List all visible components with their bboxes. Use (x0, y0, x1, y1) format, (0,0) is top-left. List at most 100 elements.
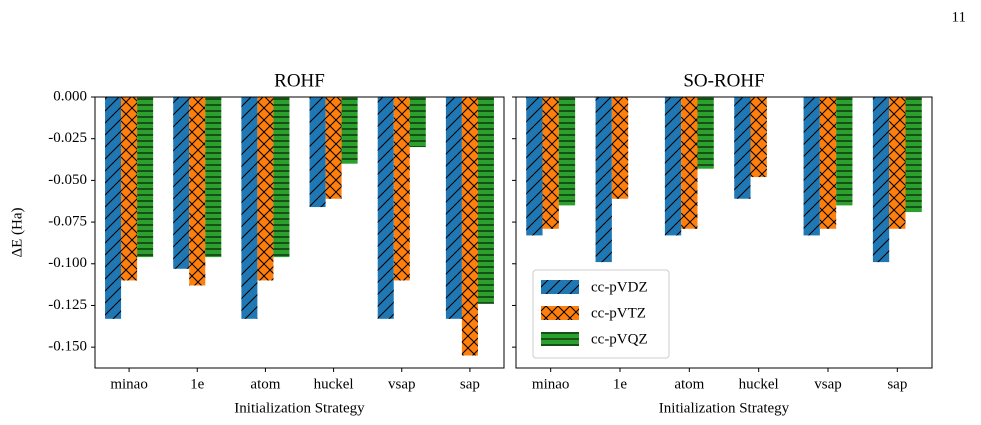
bar-hatch (889, 97, 906, 229)
y-tick-label: -0.025 (48, 130, 87, 146)
bar (309, 97, 326, 208)
x-tick-label: atom (674, 376, 704, 392)
bar (542, 97, 559, 229)
bar (803, 97, 820, 236)
bar-hatch (819, 97, 837, 229)
bar-hatch (273, 97, 290, 258)
bar (872, 97, 890, 263)
x-tick-label: minao (110, 376, 148, 392)
bar (445, 97, 462, 319)
x-axis-label: Initialization Strategy (234, 400, 365, 416)
bar (121, 97, 138, 281)
legend-swatch-hatch (541, 306, 579, 320)
y-tick-label: -0.150 (48, 339, 87, 355)
bar (137, 97, 154, 258)
bar (819, 97, 837, 229)
bar-hatch (526, 97, 543, 236)
bar-hatch (734, 97, 751, 199)
bar (241, 97, 258, 319)
bar-hatch (257, 97, 274, 281)
legend-swatch-hatch (541, 332, 579, 346)
axes-frame (515, 96, 933, 369)
bar-hatch (461, 97, 478, 356)
legend-swatch-hatch (541, 280, 579, 294)
bar (409, 97, 426, 148)
bar-hatch (697, 97, 714, 169)
bar-hatch (664, 97, 682, 236)
bar (750, 97, 767, 178)
bar (173, 97, 190, 269)
bar (377, 97, 394, 319)
chart-title: ROHF (274, 70, 325, 91)
page-number: 11 (952, 9, 966, 25)
x-tick-label: vsap (388, 376, 416, 392)
bar-hatch (803, 97, 820, 236)
x-tick-label: huckel (314, 376, 354, 392)
bar (325, 97, 342, 199)
bar (905, 97, 922, 213)
bar (205, 97, 222, 258)
x-tick-label: huckel (739, 376, 779, 392)
bar-hatch (137, 97, 154, 258)
y-tick-label: -0.075 (48, 214, 87, 230)
legend-label: cc-pVTZ (591, 305, 646, 321)
bar-hatch (393, 97, 410, 281)
bar (526, 97, 543, 236)
bar (664, 97, 682, 236)
bar (558, 97, 576, 206)
legend-label: cc-pVQZ (591, 331, 648, 347)
y-tick-label: -0.125 (48, 297, 87, 313)
y-tick-label: -0.050 (48, 172, 87, 188)
bar-hatch (309, 97, 326, 208)
y-tick-label: 0.000 (53, 88, 87, 104)
bar (189, 97, 206, 286)
bar-hatch (121, 97, 138, 281)
bar (697, 97, 714, 169)
bar-hatch (377, 97, 394, 319)
bar (681, 97, 698, 229)
x-tick-label: 1e (613, 376, 628, 392)
bar (257, 97, 274, 281)
bar-hatch (477, 97, 494, 304)
bar (611, 97, 629, 199)
bar-hatch (558, 97, 576, 206)
bar-hatch (205, 97, 222, 258)
bar (836, 97, 853, 206)
bar (461, 97, 478, 356)
bar-hatch (872, 97, 890, 263)
bar (734, 97, 751, 199)
legend-label: cc-pVDZ (591, 279, 648, 295)
bar-hatch (905, 97, 922, 213)
bar-hatch (341, 97, 358, 164)
bar-hatch (595, 97, 612, 263)
x-tick-label: sap (460, 376, 480, 392)
x-tick-label: vsap (814, 376, 842, 392)
axes-frame (94, 96, 505, 369)
bar (341, 97, 358, 164)
y-axis-label: ΔE (Ha) (9, 207, 25, 257)
bar-hatch (325, 97, 342, 199)
bar (889, 97, 906, 229)
bar-hatch (241, 97, 258, 319)
bar-hatch (189, 97, 206, 286)
chart-title: SO-ROHF (683, 70, 764, 91)
bar (477, 97, 494, 304)
y-tick-label: -0.100 (48, 255, 87, 271)
bar (393, 97, 410, 281)
bar-hatch (445, 97, 462, 319)
x-axis-label: Initialization Strategy (659, 400, 790, 416)
x-tick-label: sap (887, 376, 907, 392)
bar (595, 97, 612, 263)
bar-hatch (681, 97, 698, 229)
bar (105, 97, 122, 319)
bar-hatch (409, 97, 426, 148)
bar (273, 97, 290, 258)
x-tick-label: minao (532, 376, 570, 392)
x-tick-label: atom (250, 376, 280, 392)
bar-hatch (105, 97, 122, 319)
bar-hatch (173, 97, 190, 269)
bar-hatch (542, 97, 559, 229)
x-tick-label: 1e (190, 376, 205, 392)
bar-hatch (836, 97, 853, 206)
